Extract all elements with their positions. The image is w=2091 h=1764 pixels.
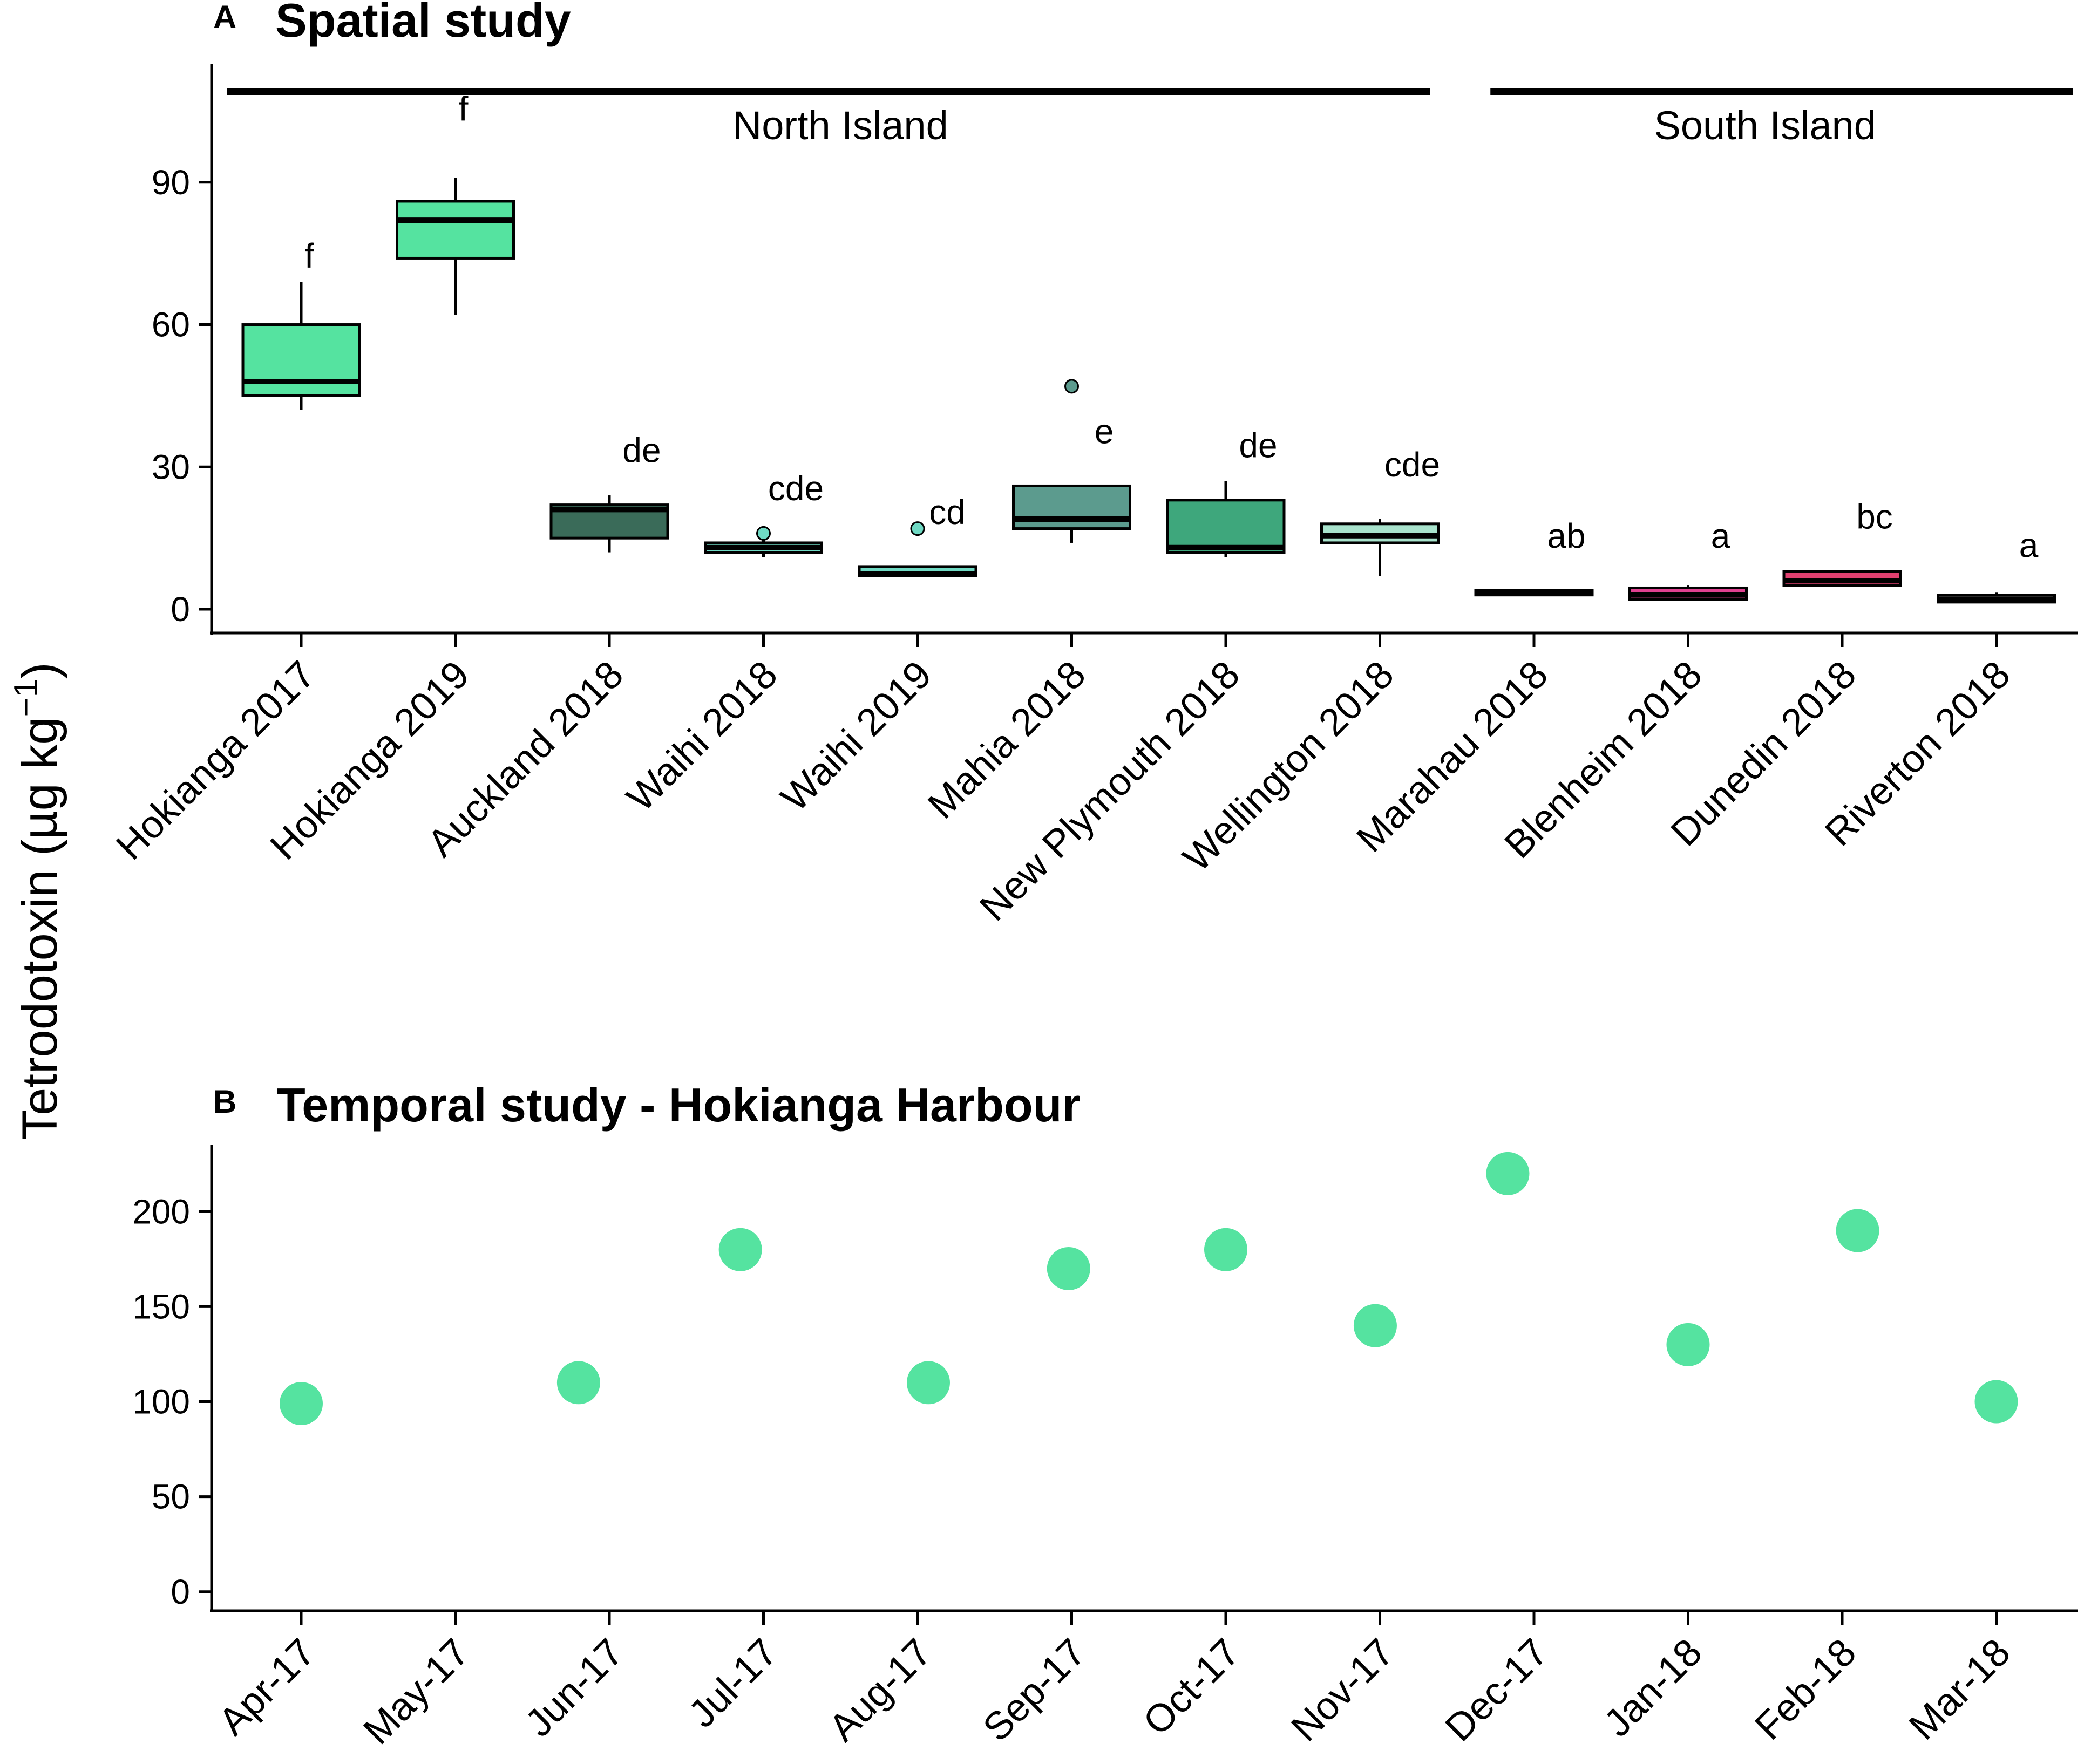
b-x-tick-label-feb-18: Feb-18 — [1747, 1631, 1864, 1748]
sig-letter-riverton-2018: a — [2019, 526, 2039, 564]
y-tick-label-0: 0 — [171, 590, 190, 629]
sig-letter-auckland-2018: de — [622, 431, 661, 470]
b-x-tick-label-apr-17: Apr-17 — [211, 1631, 323, 1743]
y-axis-title-main: Tetrodotoxin (µg kg — [12, 717, 67, 1140]
b-x-tick-label-oct-17: Oct-17 — [1135, 1631, 1248, 1743]
region-label-south-island: South Island — [1654, 103, 1876, 148]
sig-letter-waihi-2018: cde — [768, 469, 824, 508]
sig-letter-dunedin-2018: bc — [1856, 498, 1893, 536]
point-6 — [1353, 1304, 1397, 1347]
point-10 — [1974, 1380, 2018, 1424]
point-2 — [718, 1228, 762, 1271]
sig-letter-mahia-2018: e — [1095, 412, 1114, 451]
panel-a-title: Spatial study — [275, 0, 571, 47]
x-tick-label-mahia-2018: Mahia 2018 — [920, 653, 1094, 827]
b-x-tick-label-jun-17: Jun-17 — [517, 1631, 632, 1745]
sig-letter-blenheim-2018: a — [1711, 516, 1730, 555]
point-7 — [1486, 1152, 1530, 1195]
x-tick-label-new-plymouth-2018: New Plymouth 2018 — [972, 653, 1248, 929]
y-axis-title-superscript: −1 — [8, 679, 45, 717]
panel-a-spatial-study: A Spatial study North Island South Island… — [108, 0, 2078, 929]
sig-letter-hokianga-2019: f — [459, 90, 469, 128]
x-tick-label-waihi-2018: Waihi 2018 — [619, 653, 785, 820]
y-tick-label-90: 90 — [152, 163, 190, 202]
b-y-tick-label-200: 200 — [132, 1192, 190, 1231]
panel-b-temporal-study: B Temporal study - Hokianga Harbour 0 50 1… — [132, 1078, 2078, 1753]
panel-b-letter: B — [213, 1084, 236, 1120]
point-3 — [906, 1361, 950, 1405]
box-mahia-2018 — [1012, 484, 1131, 530]
point-0 — [280, 1382, 323, 1426]
b-x-tick-label-jul-17: Jul-17 — [681, 1631, 786, 1736]
outlier-mahia-2018-0 — [1064, 379, 1079, 394]
b-x-tick-label-aug-17: Aug-17 — [821, 1631, 940, 1750]
x-tick-label-waihi-2019: Waihi 2019 — [773, 653, 940, 820]
b-x-tick-label-sep-17: Sep-17 — [975, 1631, 1094, 1750]
region-label-north-island: North Island — [733, 103, 948, 148]
y-axis-title: Tetrodotoxin (µg kg−1) — [8, 662, 67, 1140]
panel-b-y-ticks: 0 50 100 150 200 — [132, 1192, 212, 1611]
panel-b-title: Temporal study - Hokianga Harbour — [276, 1078, 1081, 1132]
b-y-tick-label-0: 0 — [171, 1572, 190, 1611]
point-8 — [1666, 1323, 1710, 1366]
panel-a-region-brackets: North Island South Island — [227, 88, 2073, 148]
sig-letter-new-plymouth-2018: de — [1239, 426, 1277, 465]
point-4 — [1047, 1247, 1090, 1290]
box-new-plymouth-2018 — [1166, 499, 1286, 554]
y-axis-title-close: ) — [12, 662, 67, 679]
y-tick-label-30: 30 — [152, 447, 190, 486]
point-5 — [1204, 1228, 1247, 1271]
sig-letter-wellington-2018: cde — [1384, 445, 1440, 484]
b-x-tick-label-dec-17: Dec-17 — [1437, 1631, 1557, 1750]
box-hokianga-2019 — [396, 200, 515, 260]
point-1 — [556, 1361, 600, 1405]
b-y-tick-label-150: 150 — [132, 1287, 190, 1326]
sig-letter-waihi-2019: cd — [929, 493, 966, 532]
b-x-tick-label-mar-18: Mar-18 — [1901, 1631, 2019, 1748]
panel-b-points — [280, 1152, 2018, 1426]
b-y-tick-label-100: 100 — [132, 1382, 190, 1421]
b-y-tick-label-50: 50 — [152, 1477, 190, 1516]
sig-letter-marahau-2018: ab — [1547, 516, 1585, 555]
outlier-waihi-2018-0 — [756, 526, 771, 541]
box-hokianga-2017 — [241, 323, 361, 397]
b-x-tick-label-nov-17: Nov-17 — [1283, 1631, 1402, 1750]
b-x-tick-label-may-17: May-17 — [355, 1631, 477, 1753]
b-x-tick-label-jan-18: Jan-18 — [1596, 1631, 1710, 1745]
panel-a-letter: A — [213, 0, 236, 35]
panel-a-y-ticks: 0 30 60 90 — [152, 163, 212, 629]
outlier-waihi-2019-0 — [910, 521, 925, 536]
sig-letter-hokianga-2017: f — [304, 236, 314, 275]
panel-b-x-ticks: Apr-17 May-17 Jun-17 Jul-17 Aug-17 Sep-17 Oct-… — [211, 1611, 2019, 1753]
y-tick-label-60: 60 — [152, 305, 190, 344]
point-9 — [1836, 1209, 1879, 1252]
